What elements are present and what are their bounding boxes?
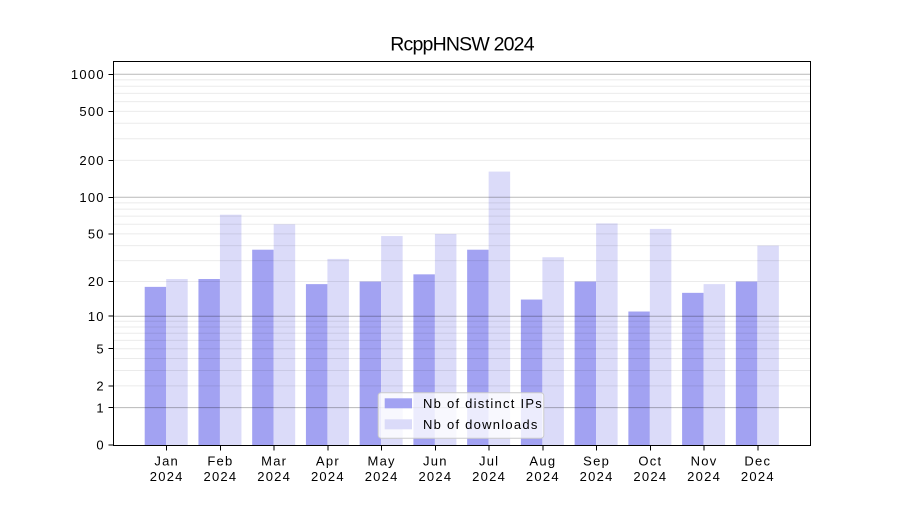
svg-text:Feb: Feb (207, 454, 233, 469)
svg-text:2024: 2024 (741, 469, 775, 484)
svg-text:500: 500 (79, 104, 104, 119)
svg-text:50: 50 (88, 227, 105, 242)
svg-text:100: 100 (79, 190, 104, 205)
svg-text:1: 1 (96, 400, 104, 415)
svg-text:Jun: Jun (423, 454, 448, 469)
svg-text:2024: 2024 (580, 469, 614, 484)
svg-text:RcppHNSW 2024: RcppHNSW 2024 (390, 34, 534, 56)
svg-text:2024: 2024 (203, 469, 237, 484)
svg-text:May: May (368, 454, 396, 469)
svg-text:Oct: Oct (638, 454, 662, 469)
svg-text:0: 0 (96, 438, 104, 453)
svg-text:Aug: Aug (529, 454, 556, 469)
svg-text:10: 10 (88, 309, 105, 324)
svg-text:Nb of downloads: Nb of downloads (423, 417, 539, 432)
svg-text:Dec: Dec (744, 454, 771, 469)
svg-text:5: 5 (96, 341, 104, 356)
svg-text:Jul: Jul (479, 454, 499, 469)
svg-text:2024: 2024 (472, 469, 506, 484)
svg-text:Sep: Sep (583, 454, 610, 469)
svg-text:Apr: Apr (316, 454, 340, 469)
svg-text:2024: 2024 (418, 469, 452, 484)
svg-text:2024: 2024 (365, 469, 399, 484)
svg-text:2: 2 (96, 379, 104, 394)
svg-text:1000: 1000 (71, 67, 105, 82)
svg-text:2024: 2024 (633, 469, 667, 484)
svg-text:2024: 2024 (311, 469, 345, 484)
svg-text:Mar: Mar (261, 454, 287, 469)
svg-text:2024: 2024 (687, 469, 721, 484)
svg-text:200: 200 (79, 153, 104, 168)
svg-text:2024: 2024 (526, 469, 560, 484)
svg-text:Nb of distinct IPs: Nb of distinct IPs (423, 396, 543, 411)
svg-text:2024: 2024 (150, 469, 184, 484)
svg-text:Jan: Jan (154, 454, 179, 469)
svg-text:2024: 2024 (257, 469, 291, 484)
svg-text:Nov: Nov (691, 454, 718, 469)
svg-text:20: 20 (88, 274, 105, 289)
